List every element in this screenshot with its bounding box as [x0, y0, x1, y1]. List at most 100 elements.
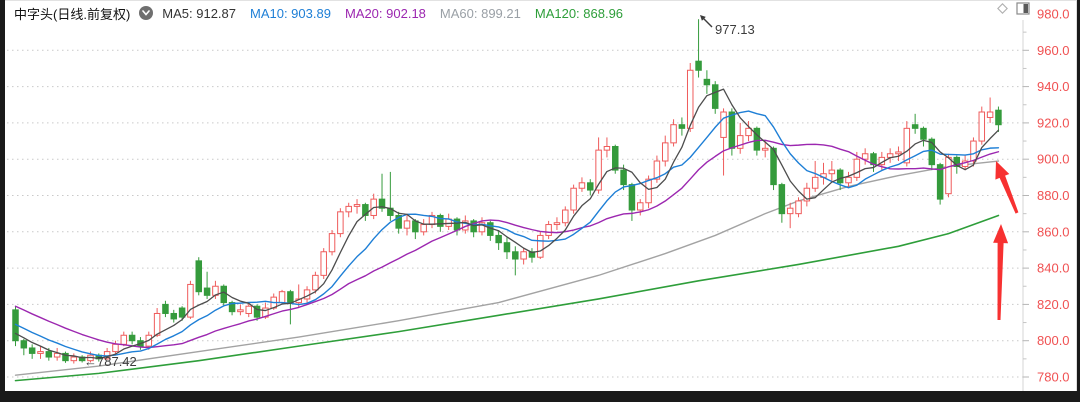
- candle: [645, 178, 652, 204]
- candle: [153, 312, 161, 336]
- candle: [362, 204, 369, 216]
- candle: [761, 147, 769, 151]
- candle: [253, 305, 261, 318]
- corner-tools: [996, 2, 1030, 15]
- candle: [628, 184, 636, 211]
- chart-title: 中字头(日线.前复权): [14, 6, 131, 22]
- candle: [70, 356, 78, 362]
- candle: [378, 198, 386, 209]
- candle: [845, 176, 852, 184]
- axis-label: 900.0: [1037, 152, 1070, 167]
- candle: [661, 142, 669, 162]
- candle: [537, 234, 544, 258]
- candle: [245, 305, 252, 314]
- candle: [403, 220, 411, 229]
- candle: [562, 209, 569, 224]
- candle: [53, 352, 61, 358]
- candle: [686, 69, 694, 129]
- axis-label: 960.0: [1037, 43, 1070, 58]
- candle: [203, 287, 211, 296]
- red-arrow-lower: [993, 224, 1009, 320]
- candle: [503, 242, 511, 253]
- chart-header: 中字头(日线.前复权) MA5: 912.87 MA10: 903.89 MA20:…: [14, 4, 623, 22]
- axis-label: 940.0: [1037, 79, 1070, 94]
- candle: [278, 291, 286, 304]
- candle: [578, 182, 586, 189]
- candle: [62, 352, 69, 362]
- ma-slow-lines: [14, 160, 1000, 382]
- candle: [545, 224, 552, 236]
- candle: [195, 260, 203, 293]
- candle: [903, 127, 911, 164]
- ma-label: MA5: 912.87: [162, 5, 236, 21]
- candle: [670, 124, 677, 144]
- candle: [112, 343, 119, 353]
- low-annotation: ←787.42: [84, 354, 137, 369]
- candle: [570, 187, 577, 211]
- candle: [320, 251, 327, 276]
- annotation-arrows: [700, 15, 713, 28]
- axis-label: 780.0: [1037, 370, 1070, 385]
- ma-legend: MA5: 912.87 MA10: 903.89 MA20: 902.18 MA60:…: [162, 6, 623, 21]
- candle: [353, 204, 361, 207]
- candle: [978, 111, 986, 142]
- candle: [495, 234, 502, 244]
- candle: [178, 307, 186, 318]
- candle: [778, 184, 786, 215]
- candle: [470, 220, 477, 233]
- pane-icon[interactable]: [1016, 2, 1030, 15]
- candles: [12, 19, 1002, 364]
- candle: [620, 169, 627, 186]
- candle: [37, 351, 44, 354]
- candle: [970, 140, 977, 162]
- candle: [936, 164, 944, 200]
- candle: [720, 111, 727, 138]
- candle: [861, 153, 869, 160]
- high-annotation: 977.13: [715, 22, 755, 37]
- candle: [945, 156, 952, 195]
- candle: [786, 207, 794, 215]
- candle: [811, 176, 819, 189]
- candle: [337, 211, 344, 235]
- candle: [828, 169, 836, 175]
- candle: [328, 233, 336, 253]
- axis-label: 840.0: [1037, 261, 1070, 276]
- candle: [187, 283, 194, 318]
- axis-label: 820.0: [1037, 297, 1070, 312]
- ma60-line: [14, 160, 1000, 376]
- candle: [587, 182, 594, 191]
- candle: [736, 135, 744, 149]
- candle: [711, 84, 719, 109]
- candle: [345, 205, 352, 213]
- candle: [312, 274, 319, 291]
- diamond-icon[interactable]: [996, 2, 1009, 15]
- candle: [220, 285, 227, 304]
- axis-label: 880.0: [1037, 188, 1070, 203]
- axis-label: 920.0: [1037, 115, 1070, 130]
- candle: [520, 251, 527, 260]
- ma20-line: [14, 139, 1000, 349]
- ma-label: MA20: 902.18: [344, 5, 426, 21]
- ma-label: MA60: 899.21: [439, 5, 521, 21]
- candle: [803, 187, 811, 202]
- candle: [920, 127, 927, 140]
- ma5-line: [14, 88, 1000, 360]
- y-axis: 980.0 960.0 940.0 920.0 900.0 880.0 860.0 840.0…: [1022, 7, 1070, 391]
- candle: [995, 109, 1002, 126]
- candle: [437, 214, 444, 227]
- candle: [162, 303, 169, 314]
- candle: [478, 222, 486, 233]
- ma-label: MA10: 903.89: [250, 5, 331, 21]
- candle: [637, 202, 644, 211]
- chevron-down-icon[interactable]: [139, 6, 154, 20]
- candle: [986, 111, 994, 118]
- candle: [28, 347, 36, 354]
- candle: [395, 214, 402, 229]
- candle: [895, 151, 902, 155]
- candle: [753, 127, 761, 151]
- candle: [853, 158, 861, 178]
- high-annotation-arrow: [700, 15, 713, 28]
- red-arrow-upper: [995, 161, 1019, 214]
